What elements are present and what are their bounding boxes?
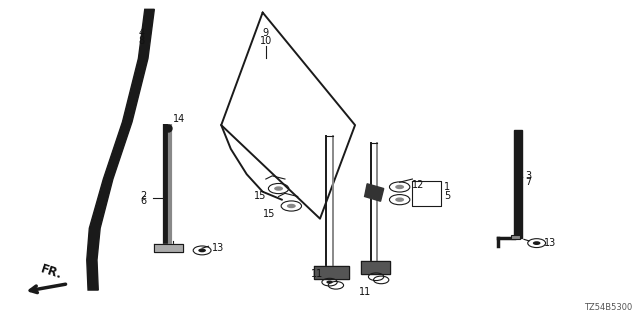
Text: 15: 15 (253, 191, 266, 202)
Text: 13: 13 (544, 238, 557, 248)
Circle shape (287, 204, 296, 208)
Circle shape (326, 281, 333, 284)
Polygon shape (365, 184, 384, 201)
Text: 2: 2 (140, 191, 147, 202)
Polygon shape (515, 130, 522, 238)
Polygon shape (362, 261, 390, 274)
Circle shape (395, 197, 404, 202)
Text: 4: 4 (138, 28, 145, 38)
Polygon shape (314, 266, 349, 279)
Circle shape (274, 186, 283, 191)
Text: 14: 14 (173, 114, 186, 124)
Text: 6: 6 (141, 196, 147, 206)
Text: 11: 11 (310, 269, 323, 279)
Bar (511, 235, 520, 239)
Text: 10: 10 (260, 36, 272, 46)
Text: TZ54B5300: TZ54B5300 (584, 303, 632, 312)
Text: 1: 1 (444, 182, 451, 192)
Text: 5: 5 (444, 191, 451, 202)
Text: 13: 13 (212, 243, 224, 253)
Text: 12: 12 (412, 180, 425, 190)
Text: 3: 3 (525, 171, 531, 181)
Circle shape (198, 249, 206, 252)
Text: 7: 7 (525, 177, 531, 187)
Circle shape (395, 185, 404, 189)
Text: 15: 15 (263, 209, 275, 219)
Text: 11: 11 (358, 287, 371, 297)
Polygon shape (154, 244, 183, 252)
Circle shape (533, 241, 540, 245)
Text: 9: 9 (263, 28, 269, 38)
Polygon shape (87, 9, 154, 290)
Text: 8: 8 (138, 36, 145, 46)
Text: FR.: FR. (38, 262, 63, 281)
